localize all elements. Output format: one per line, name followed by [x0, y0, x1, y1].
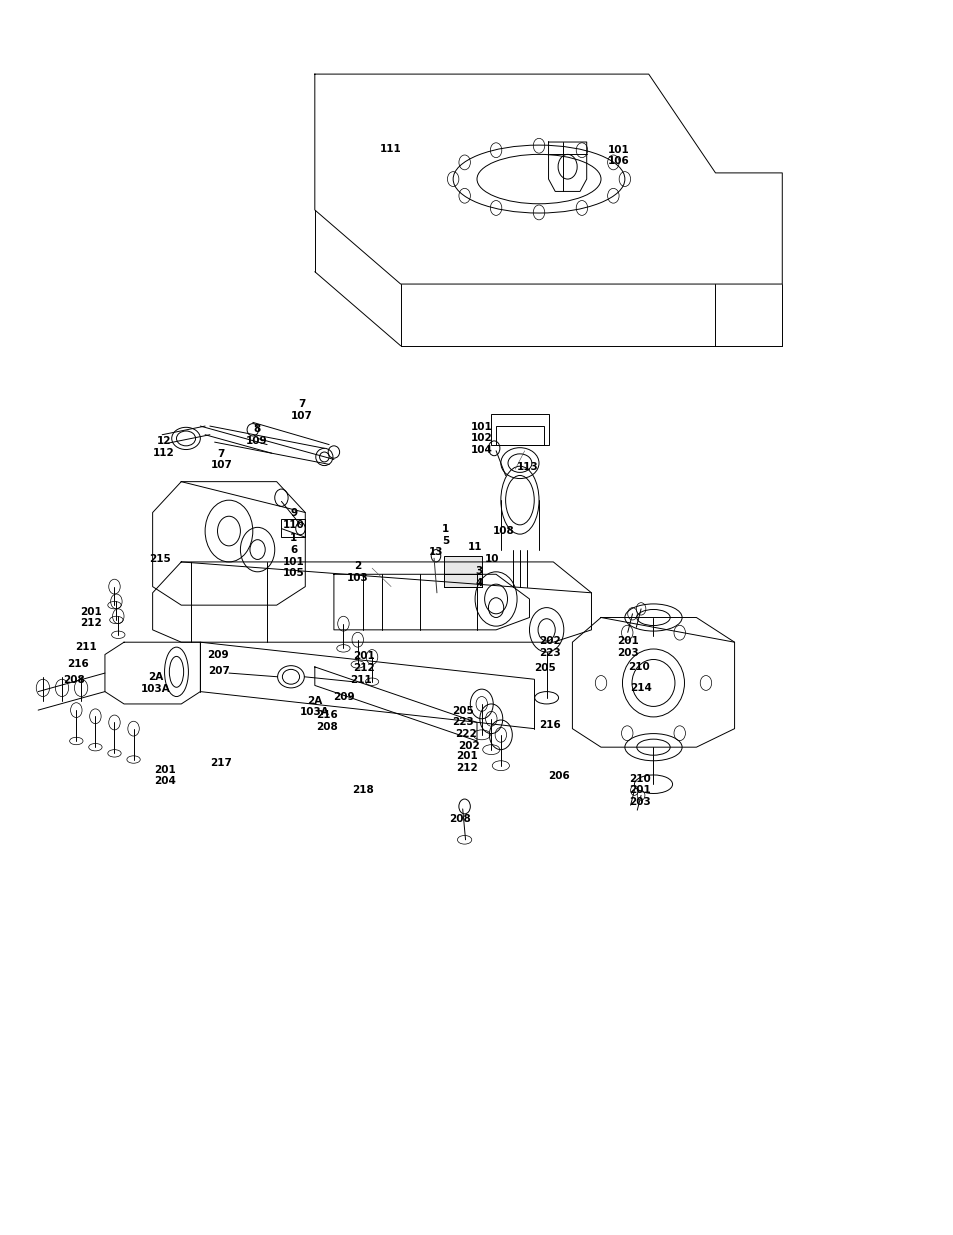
Text: 222: 222: [455, 729, 476, 739]
Text: 201
212: 201 212: [80, 606, 101, 629]
Text: 7
107: 7 107: [291, 399, 312, 421]
Text: 206: 206: [548, 771, 569, 781]
Text: 1
6
101
105: 1 6 101 105: [283, 534, 304, 578]
Text: 205: 205: [534, 663, 555, 673]
Text: 211: 211: [75, 642, 96, 652]
Bar: [281, 519, 305, 537]
Text: 209: 209: [333, 692, 354, 701]
Text: 108: 108: [493, 526, 514, 536]
Text: 207: 207: [209, 666, 230, 676]
Text: 101
102
104: 101 102 104: [471, 422, 492, 454]
Text: 201
212: 201 212: [354, 651, 375, 673]
Text: 12
112: 12 112: [153, 436, 174, 458]
Text: 202
223: 202 223: [539, 636, 560, 658]
Text: 201
203: 201 203: [617, 636, 638, 658]
Text: 2A
103A: 2A 103A: [140, 672, 171, 694]
Text: 205
223: 205 223: [452, 705, 473, 727]
Text: 7
107: 7 107: [211, 448, 232, 471]
Text: 13: 13: [428, 547, 443, 557]
Text: 2A
103A: 2A 103A: [299, 695, 330, 718]
Text: 8
109: 8 109: [246, 424, 267, 446]
Text: 208: 208: [449, 814, 470, 824]
Text: 101
106: 101 106: [607, 144, 628, 167]
Text: 214: 214: [630, 683, 651, 693]
Text: 216
208: 216 208: [316, 710, 337, 732]
Text: 2
103: 2 103: [347, 561, 368, 583]
Text: 202: 202: [458, 741, 479, 751]
Text: 209: 209: [207, 650, 228, 659]
Text: 208: 208: [64, 676, 85, 685]
Text: 9
110: 9 110: [283, 508, 304, 530]
Bar: [491, 414, 548, 445]
Text: 10: 10: [484, 555, 499, 564]
Text: 201
212: 201 212: [456, 751, 477, 773]
Text: 113: 113: [517, 462, 537, 472]
Text: 216: 216: [539, 720, 560, 730]
Bar: [496, 426, 543, 445]
Text: 218: 218: [352, 785, 373, 795]
Text: 217: 217: [211, 758, 232, 768]
Text: 210
201
203: 210 201 203: [629, 774, 650, 806]
Text: 215: 215: [150, 555, 171, 564]
Text: 210: 210: [628, 662, 649, 672]
Text: 216: 216: [68, 659, 89, 669]
Text: 3
4: 3 4: [475, 566, 482, 588]
Text: 1
5: 1 5: [441, 524, 449, 546]
Text: 211: 211: [350, 676, 371, 685]
Bar: [443, 556, 481, 587]
Text: 111: 111: [380, 144, 401, 154]
Text: 11: 11: [467, 542, 482, 552]
Text: 201
204: 201 204: [154, 764, 175, 787]
